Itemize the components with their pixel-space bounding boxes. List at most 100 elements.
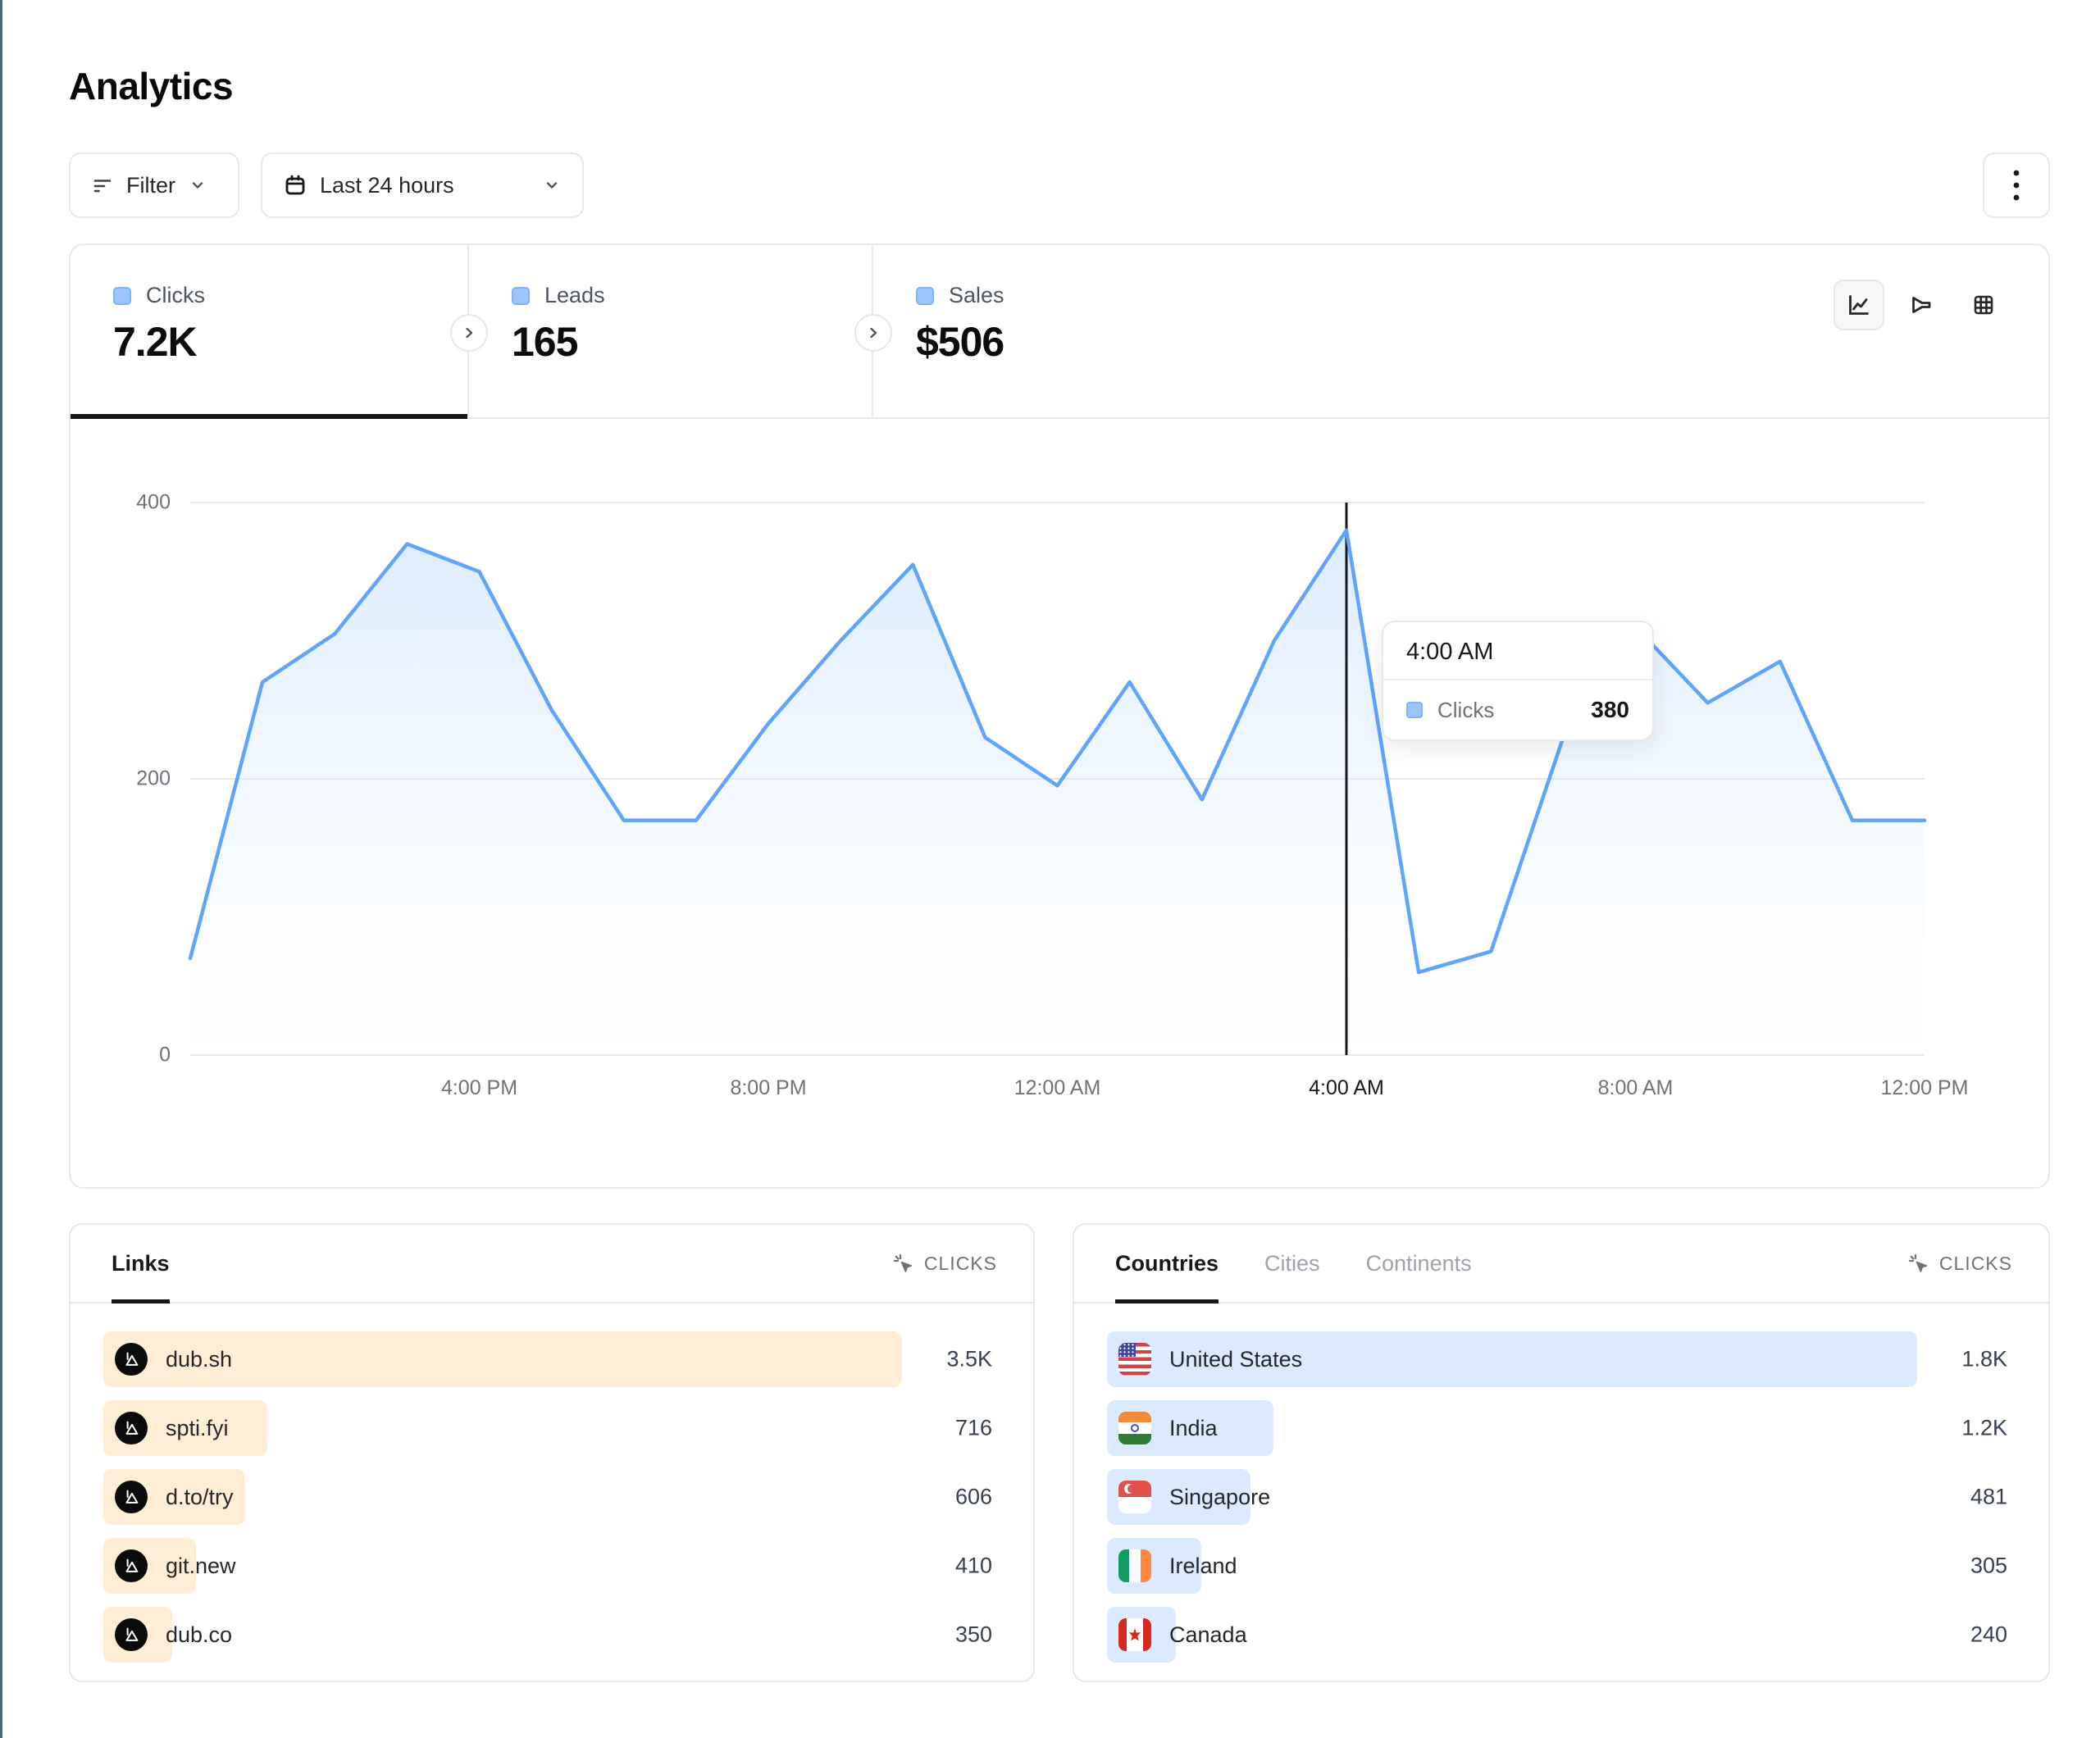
row-value: 1.2K: [1961, 1415, 2007, 1440]
y-axis-labels: 0 200 400: [71, 491, 171, 1067]
link-row[interactable]: dub.co 350: [103, 1607, 992, 1663]
row-label: Ireland: [1169, 1553, 1237, 1578]
row-label: India: [1169, 1415, 1218, 1440]
date-range-button[interactable]: Last 24 hours: [261, 152, 584, 218]
calendar-icon: [284, 174, 307, 197]
country-row[interactable]: Singapore 481: [1107, 1469, 2007, 1525]
links-rows: dub.sh 3.5K spti.fyi 716 d.to/try 606 git.new 4…: [103, 1302, 992, 1681]
links-metric-header[interactable]: CLICKS: [892, 1225, 997, 1302]
expand-leads-button[interactable]: [854, 314, 892, 352]
filter-icon: [92, 175, 113, 196]
row-label: dub.co: [166, 1622, 233, 1647]
stats-header: Clicks 7.2K Leads 165 Sales $506: [71, 245, 2048, 419]
value-bar: [1107, 1331, 1917, 1387]
view-funnel-button[interactable]: [1896, 280, 1947, 330]
x-tick-label: 12:00 AM: [1014, 1076, 1101, 1099]
links-panel-header: Links CLICKS: [71, 1225, 1033, 1304]
row-value: 350: [954, 1622, 992, 1647]
row-label: git.new: [166, 1553, 236, 1578]
link-row[interactable]: d.to/try 606: [103, 1469, 992, 1525]
page-title: Analytics: [69, 65, 234, 107]
view-table-button[interactable]: [1958, 280, 2009, 330]
date-range-label: Last 24 hours: [320, 172, 454, 198]
link-row[interactable]: spti.fyi 716: [103, 1400, 992, 1456]
sales-legend-chip: [916, 286, 934, 305]
row-label: Singapore: [1169, 1484, 1271, 1509]
link-row[interactable]: git.new 410: [103, 1538, 992, 1594]
dub-logo-icon: [115, 1343, 148, 1376]
x-tick-label: 12:00 PM: [1880, 1076, 1969, 1099]
clicks-area-fill: [190, 530, 1925, 1055]
tab-leads[interactable]: Leads 165: [469, 245, 873, 417]
x-tick-label: 4:00 AM: [1309, 1076, 1384, 1099]
click-cursor-icon: [1907, 1253, 1929, 1275]
active-tab-underline: [71, 414, 467, 419]
row-label: d.to/try: [166, 1484, 234, 1509]
tooltip-time: 4:00 AM: [1383, 622, 1652, 680]
tab-sales[interactable]: Sales $506: [873, 245, 1447, 417]
y-tick-label: 200: [136, 767, 171, 790]
flag-in-icon: [1118, 1412, 1151, 1445]
row-label: spti.fyi: [166, 1415, 229, 1440]
filter-button[interactable]: Filter: [69, 152, 239, 218]
table-grid-icon: [1974, 295, 1993, 315]
x-axis-labels: 4:00 PM 8:00 PM 12:00 AM 4:00 AM 8:00 AM 12:0…: [190, 1076, 1969, 1109]
country-row[interactable]: Ireland 305: [1107, 1538, 2007, 1594]
clicks-legend-chip: [113, 286, 131, 305]
countries-metric-header[interactable]: CLICKS: [1907, 1225, 2012, 1302]
leads-legend-chip: [512, 286, 530, 305]
link-row[interactable]: dub.sh 3.5K: [103, 1331, 992, 1387]
flag-ie-icon: [1118, 1549, 1151, 1582]
country-row[interactable]: United States 1.8K: [1107, 1331, 2007, 1387]
tab-cities[interactable]: Cities: [1264, 1250, 1320, 1276]
dub-logo-icon: [115, 1618, 148, 1651]
flag-sg-icon: [1118, 1481, 1151, 1513]
chevron-right-icon: [466, 327, 473, 339]
kebab-menu-icon: [2011, 166, 2022, 205]
tab-links[interactable]: Links: [112, 1225, 170, 1304]
tooltip-value: 380: [1591, 697, 1629, 722]
value-bar: [103, 1331, 902, 1387]
chevron-down-icon: [189, 176, 207, 194]
window-edge-strip: [0, 0, 2, 1738]
dub-logo-icon: [115, 1549, 148, 1582]
dub-logo-icon: [115, 1481, 148, 1513]
row-value: 716: [954, 1415, 992, 1440]
flag-us-icon: [1118, 1343, 1151, 1376]
countries-panel: Countries Cities Continents CLICKS United …: [1073, 1223, 2050, 1682]
country-row[interactable]: India 1.2K: [1107, 1400, 2007, 1456]
row-label: dub.sh: [166, 1346, 233, 1372]
links-panel: Links CLICKS dub.sh 3.5K spti.fyi 716 d.to/t…: [69, 1223, 1035, 1682]
row-value: 3.5K: [946, 1346, 992, 1372]
links-metric-label: CLICKS: [923, 1252, 997, 1274]
filter-label: Filter: [126, 172, 175, 198]
row-value: 606: [954, 1484, 992, 1509]
x-tick-label: 8:00 AM: [1597, 1076, 1674, 1099]
sales-value: $506: [916, 319, 1004, 365]
chevron-right-icon: [870, 327, 877, 339]
view-line-chart-button[interactable]: [1834, 280, 1884, 330]
y-tick-label: 0: [159, 1043, 171, 1067]
row-value: 1.8K: [1961, 1346, 2007, 1372]
country-row[interactable]: Canada 240: [1107, 1607, 2007, 1663]
x-tick-label: 4:00 PM: [440, 1076, 518, 1099]
click-cursor-icon: [892, 1253, 914, 1275]
dub-logo-icon: [115, 1412, 148, 1445]
clicks-value: 7.2K: [113, 319, 198, 365]
row-value: 410: [954, 1553, 992, 1578]
clicks-label: Clicks: [146, 283, 205, 307]
analytics-card: Clicks 7.2K Leads 165 Sales $506: [69, 243, 2050, 1189]
leads-value: 165: [512, 319, 578, 365]
tab-continents[interactable]: Continents: [1365, 1250, 1472, 1276]
clicks-area-chart[interactable]: [188, 502, 1927, 1056]
funnel-icon: [1912, 297, 1931, 313]
flag-ca-icon: [1118, 1618, 1151, 1651]
tab-clicks[interactable]: Clicks 7.2K: [71, 245, 469, 419]
y-tick-label: 400: [136, 490, 171, 514]
line-chart-icon: [1849, 295, 1869, 315]
more-menu-button[interactable]: [1983, 152, 2050, 218]
tab-countries[interactable]: Countries: [1115, 1225, 1219, 1304]
chart-view-toggles: [1834, 280, 2009, 330]
tooltip-series-chip: [1406, 702, 1423, 718]
expand-clicks-button[interactable]: [450, 314, 488, 352]
